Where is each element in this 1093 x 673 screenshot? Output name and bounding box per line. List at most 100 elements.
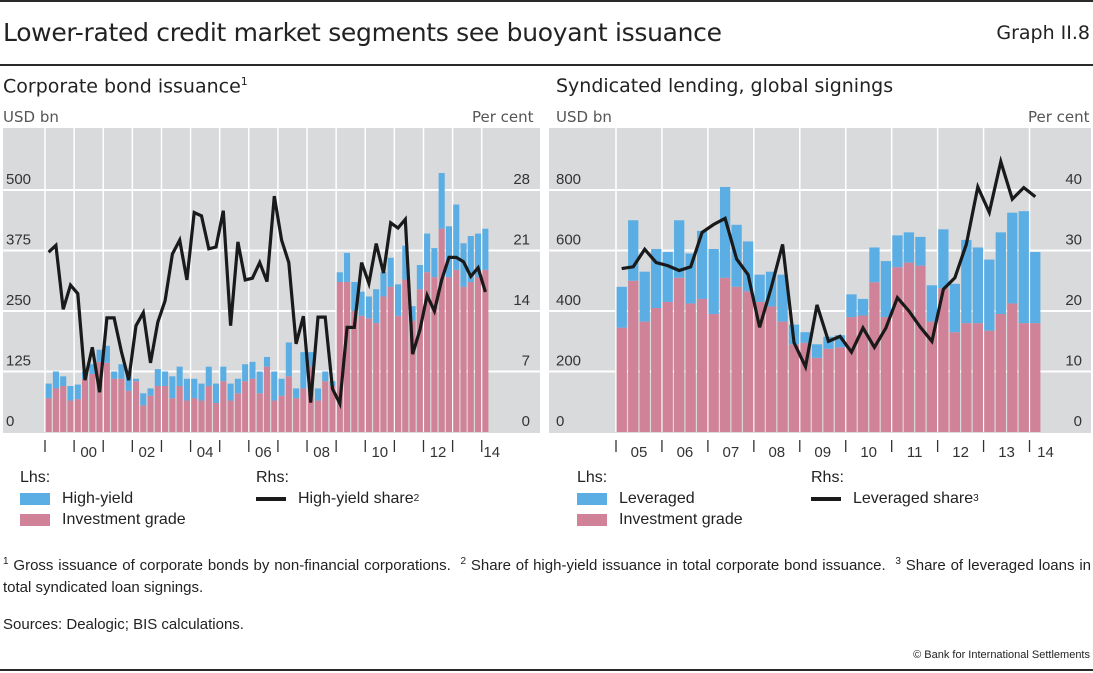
bar-high-yield	[315, 388, 321, 400]
x-tick-label: 14	[1037, 444, 1054, 461]
footnote-text: Share of high-yield issuance in total co…	[471, 557, 886, 574]
bar-high-yield	[177, 367, 183, 386]
bar-investment-grade	[220, 381, 226, 432]
x-tick-label: 06	[677, 444, 694, 461]
footnote-marker: 1	[3, 556, 9, 567]
right-unit-lhs: USD bn	[556, 108, 612, 126]
bar-leveraged	[708, 249, 718, 314]
bar-investment-grade	[475, 277, 481, 432]
bar-leveraged	[1007, 213, 1017, 304]
title-rule	[0, 64, 1093, 66]
bar-high-yield	[279, 379, 285, 396]
bar-high-yield	[169, 376, 175, 398]
bar-investment-grade	[191, 398, 197, 432]
bar-high-yield	[271, 372, 277, 401]
bar-investment-grade	[628, 281, 638, 432]
bar-investment-grade	[1007, 303, 1017, 432]
bar-leveraged	[984, 260, 994, 331]
bar-investment-grade	[264, 367, 270, 432]
right-panel-title-text: Syndicated lending, global signings	[556, 75, 893, 97]
bar-investment-grade	[140, 405, 146, 432]
x-tick-label: 10	[860, 444, 877, 461]
bar-investment-grade	[322, 381, 328, 432]
y-tick-label-left: 600	[556, 232, 581, 249]
bottom-rule	[0, 669, 1093, 671]
bar-investment-grade	[279, 396, 285, 432]
right-legend-rhs: Rhs: Leveraged share3	[811, 467, 979, 509]
bar-leveraged	[996, 232, 1006, 314]
bar-investment-grade	[228, 401, 234, 432]
y-tick-label-right: 21	[513, 232, 530, 249]
bar-high-yield	[53, 372, 59, 389]
bar-investment-grade	[617, 328, 627, 432]
bar-high-yield	[46, 384, 52, 399]
legend-label: Investment grade	[62, 511, 186, 529]
copyright: © Bank for International Settlements	[913, 649, 1090, 661]
bar-investment-grade	[743, 291, 753, 432]
y-tick-label-left: 125	[6, 353, 31, 370]
bar-leveraged	[938, 229, 948, 288]
x-tick-label: 12	[952, 444, 969, 461]
bar-investment-grade	[67, 401, 73, 432]
bar-high-yield	[162, 372, 168, 387]
x-tick-label: 08	[313, 444, 330, 461]
bar-leveraged	[628, 220, 638, 281]
bar-investment-grade	[235, 393, 241, 432]
left-legend: Lhs: High-yield Investment grade	[20, 467, 186, 530]
bar-investment-grade	[439, 229, 445, 432]
bar-investment-grade	[242, 381, 248, 432]
bar-leveraged	[1019, 211, 1029, 323]
bar-investment-grade	[417, 289, 423, 432]
bar-investment-grade	[133, 381, 139, 432]
bar-high-yield	[75, 385, 81, 400]
y-tick-label-right: 14	[513, 292, 530, 309]
left-legend-rhs: Rhs: High-yield share2	[256, 467, 419, 509]
graph-title: Lower-rated credit market segments see b…	[3, 18, 722, 47]
right-unit-rhs: Per cent	[1028, 108, 1090, 126]
y-tick-label-right: 28	[513, 171, 530, 188]
bar-leveraged	[892, 235, 902, 267]
legend-label: High-yield	[62, 490, 133, 508]
bar-investment-grade	[961, 323, 971, 432]
bar-investment-grade	[1019, 323, 1029, 432]
bar-investment-grade	[1030, 323, 1040, 432]
bar-high-yield	[482, 229, 488, 270]
bar-investment-grade	[198, 401, 204, 432]
bar-high-yield	[373, 289, 379, 323]
bar-high-yield	[257, 372, 263, 394]
footnotes: 1 Gross issuance of corporate bonds by n…	[3, 551, 1091, 599]
y-tick-label-right: 10	[1065, 353, 1082, 370]
bar-investment-grade	[950, 332, 960, 432]
bar-investment-grade	[686, 303, 696, 432]
bar-high-yield	[213, 384, 219, 403]
bar-high-yield	[228, 384, 234, 401]
bar-investment-grade	[184, 401, 190, 432]
legend-item-leveraged-share: Leveraged share3	[811, 488, 979, 509]
legend-item-investment-grade: Investment grade	[577, 509, 743, 530]
bar-high-yield	[140, 393, 146, 405]
bar-high-yield	[446, 226, 452, 277]
footnote-marker: 3	[895, 556, 901, 567]
bar-investment-grade	[766, 306, 776, 432]
bar-investment-grade	[118, 379, 124, 432]
top-rule	[0, 0, 1093, 2]
x-tick-label: 08	[768, 444, 785, 461]
bar-high-yield	[235, 379, 241, 394]
y-tick-label-right: 0	[522, 413, 530, 430]
bar-high-yield	[206, 367, 212, 386]
bar-investment-grade	[789, 344, 799, 432]
bar-investment-grade	[366, 318, 372, 432]
bar-investment-grade	[651, 308, 661, 432]
legend-footnote: 3	[973, 493, 979, 504]
y-tick-label-left: 400	[556, 292, 581, 309]
y-tick-label-left: 250	[6, 292, 31, 309]
bar-leveraged	[663, 252, 673, 302]
legend-lhs-heading: Lhs:	[577, 467, 743, 488]
leveraged-swatch	[577, 493, 607, 505]
bar-investment-grade	[453, 270, 459, 432]
bar-investment-grade	[777, 322, 787, 432]
high-yield-swatch	[20, 493, 50, 505]
bar-investment-grade	[249, 379, 255, 432]
bar-investment-grade	[206, 386, 212, 432]
bar-investment-grade	[674, 278, 684, 432]
